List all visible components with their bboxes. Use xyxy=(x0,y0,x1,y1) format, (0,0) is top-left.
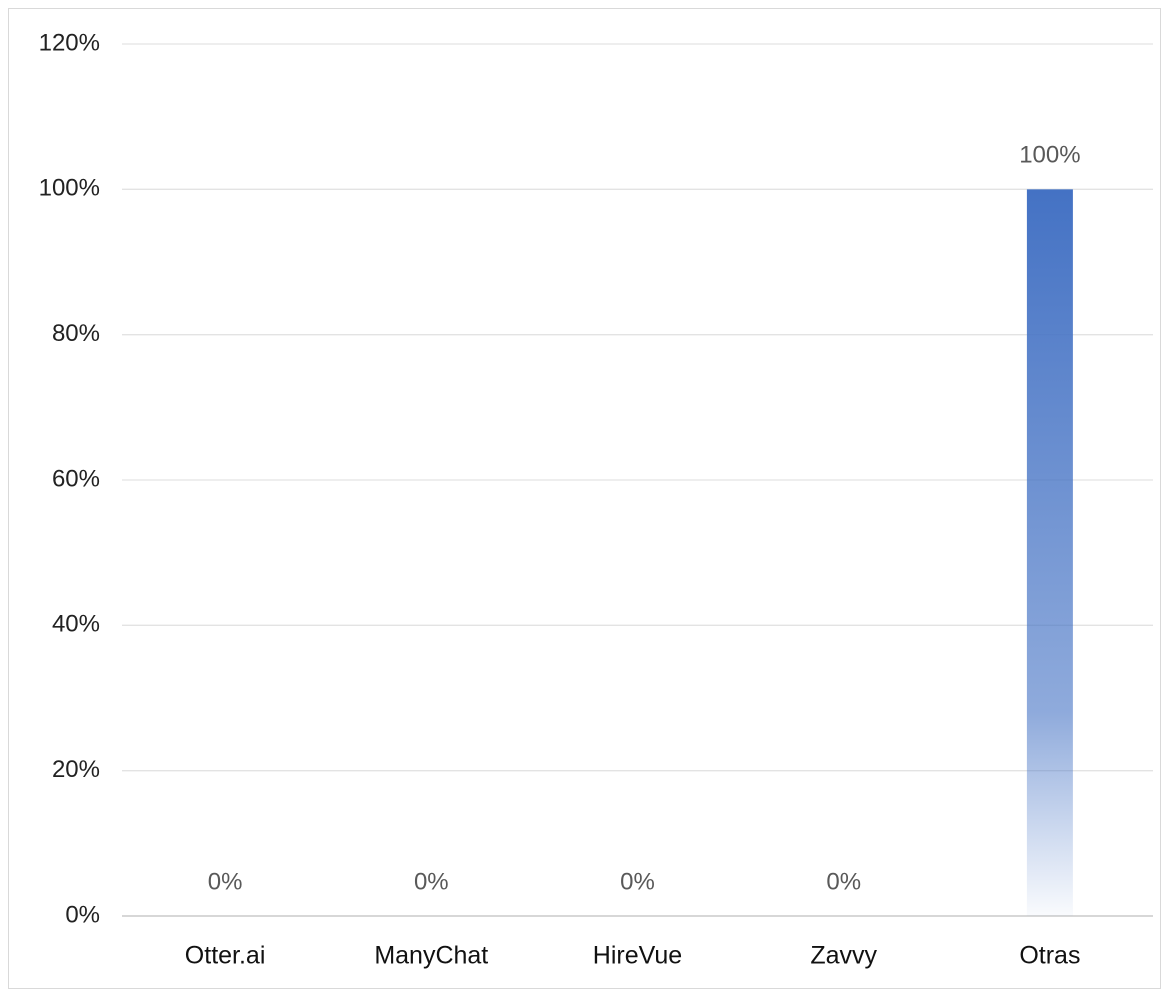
x-tick-label: Otras xyxy=(1019,942,1080,970)
y-tick-label: 0% xyxy=(65,901,100,928)
x-tick-label: Zavvy xyxy=(810,942,877,970)
data-label: 0% xyxy=(208,868,243,895)
chart-border xyxy=(8,8,1161,989)
y-tick-label: 60% xyxy=(52,465,100,492)
x-tick-label: ManyChat xyxy=(374,942,488,970)
y-tick-label: 120% xyxy=(39,29,100,56)
x-tick-label: HireVue xyxy=(593,942,682,970)
x-tick-label: Otter.ai xyxy=(185,942,266,970)
data-label: 0% xyxy=(414,868,449,895)
bar xyxy=(1026,189,1073,917)
data-label: 0% xyxy=(826,868,861,895)
y-tick-label: 100% xyxy=(39,175,100,202)
data-label: 0% xyxy=(620,868,655,895)
y-tick-label: 20% xyxy=(52,756,100,783)
y-tick-label: 80% xyxy=(52,320,100,347)
data-label: 100% xyxy=(1019,142,1080,169)
y-tick-label: 40% xyxy=(52,611,100,638)
